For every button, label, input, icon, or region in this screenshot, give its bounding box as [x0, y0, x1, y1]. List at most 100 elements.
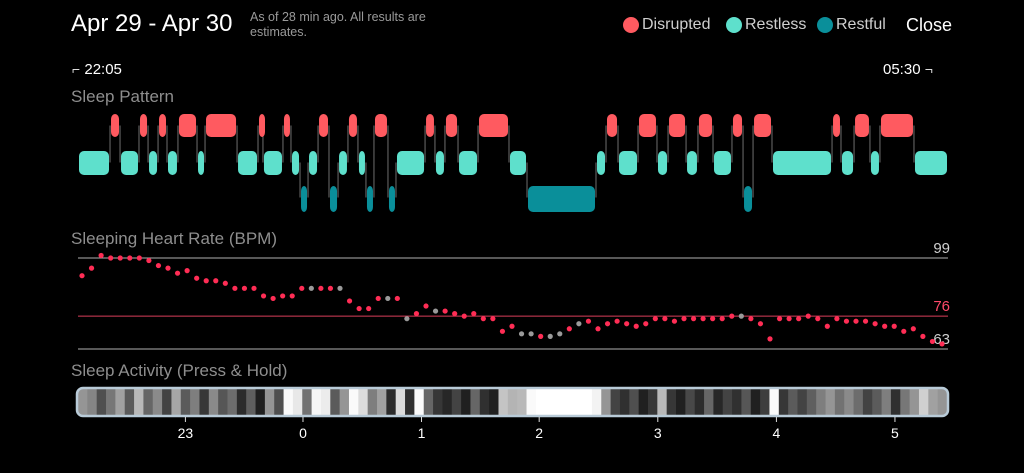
disrupted-block — [139, 114, 148, 137]
hr-ref-label-63: 63 — [933, 331, 950, 348]
activity-bar — [900, 389, 911, 415]
hr-point — [882, 323, 888, 329]
restless-block — [687, 151, 697, 175]
activity-bar — [227, 389, 238, 415]
hr-point — [280, 293, 286, 299]
hr-point — [872, 321, 878, 327]
hr-point — [738, 313, 744, 319]
restless-block — [772, 151, 832, 175]
disrupted-block — [374, 114, 387, 137]
hr-point — [356, 305, 362, 312]
restless-block — [168, 151, 177, 175]
hr-point — [251, 285, 257, 291]
restless-block — [657, 151, 668, 175]
disrupted-block — [426, 114, 434, 137]
hr-point — [633, 323, 639, 329]
hr-point — [939, 341, 945, 347]
hr-point — [796, 316, 802, 322]
activity-bar — [610, 389, 621, 415]
activity-bar — [704, 389, 714, 415]
restless-block — [459, 151, 478, 175]
hr-point — [624, 321, 630, 327]
activity-bar — [190, 389, 201, 415]
activity-bar — [862, 389, 873, 415]
activity-bar — [676, 389, 686, 415]
hr-point — [98, 252, 104, 259]
activity-bar — [853, 389, 864, 415]
restless-block — [841, 151, 854, 175]
hr-point — [394, 295, 400, 302]
restless-block — [509, 151, 527, 175]
end-time-label: 05:30 — [883, 61, 921, 78]
hr-point — [585, 318, 592, 324]
disrupted-block — [698, 114, 713, 137]
activity-bar — [339, 389, 350, 415]
hr-point — [757, 321, 764, 327]
start-bracket-icon: ⌐ — [72, 61, 81, 77]
hr-point — [327, 285, 334, 291]
restless-block — [870, 151, 879, 175]
activity-bar — [264, 389, 275, 415]
restless-block — [714, 151, 731, 175]
disrupted-dot-icon — [623, 17, 639, 33]
activity-bar — [442, 389, 453, 415]
activity-bar — [134, 389, 145, 415]
activity-bar — [535, 389, 546, 415]
activity-bar — [87, 389, 98, 415]
restful-block — [528, 186, 595, 212]
activity-bar — [797, 389, 808, 415]
activity-bar — [788, 389, 799, 415]
restful-block — [366, 186, 373, 212]
x-tick-label: 0 — [299, 425, 307, 441]
end-bracket-icon: ¬ — [924, 61, 933, 77]
activity-bar — [554, 389, 565, 415]
activity-bar — [96, 389, 107, 415]
activity-bar — [507, 389, 518, 415]
hr-point — [289, 293, 295, 299]
hr-point — [108, 255, 114, 261]
hr-point — [88, 265, 95, 271]
activity-bar — [152, 389, 163, 415]
activity-bar — [545, 389, 556, 415]
restless-block — [309, 151, 318, 175]
hr-point — [853, 318, 859, 324]
sleep-activity-title: Sleep Activity (Press & Hold) — [71, 361, 288, 380]
activity-bar — [806, 389, 817, 415]
hr-point — [117, 255, 123, 261]
hr-point — [318, 285, 324, 291]
as-of-note: As of 28 min ago. All results are estima… — [250, 10, 426, 39]
activity-bar — [348, 389, 359, 415]
close-button[interactable]: Close — [906, 15, 953, 35]
activity-bar — [414, 389, 425, 415]
activity-bar — [395, 389, 406, 415]
hr-point — [767, 336, 773, 342]
start-time: ⌐ 22:05 — [72, 61, 122, 78]
hr-point — [538, 333, 544, 339]
hr-point — [862, 318, 869, 324]
activity-bar — [255, 389, 266, 415]
activity-bar — [732, 389, 743, 415]
hr-point — [299, 285, 305, 291]
activity-bar — [937, 389, 948, 415]
restless-block — [149, 151, 158, 175]
activity-bar — [377, 389, 387, 415]
hr-point — [442, 308, 448, 314]
activity-bar — [881, 389, 892, 415]
activity-bar — [171, 389, 182, 415]
hr-point — [79, 273, 85, 279]
legend-restful: Restful — [817, 16, 886, 34]
hr-point — [566, 326, 572, 332]
activity-bar — [582, 389, 593, 415]
hr-point — [710, 316, 716, 322]
hr-point — [700, 316, 706, 322]
disrupted-block — [754, 114, 771, 137]
activity-bar — [750, 389, 761, 415]
activity-bar — [872, 389, 883, 415]
activity-bar — [115, 389, 126, 415]
activity-bar — [769, 389, 780, 415]
hr-point — [155, 262, 162, 269]
activity-bar — [591, 389, 602, 415]
hr-point — [662, 316, 668, 322]
